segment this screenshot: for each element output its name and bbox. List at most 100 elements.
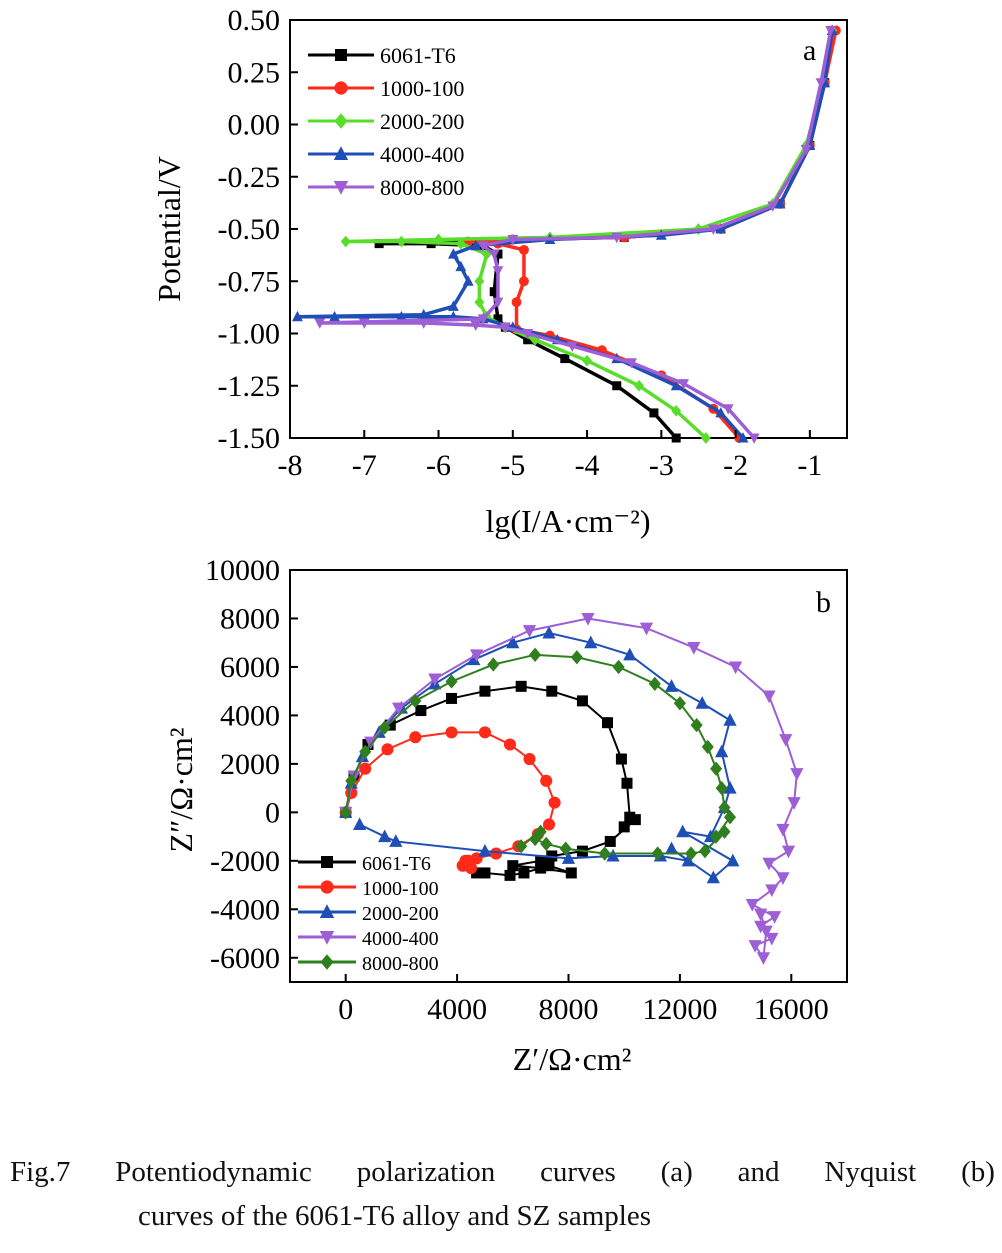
data-point-2000-200 <box>606 848 620 862</box>
data-point-4000-400 <box>774 198 786 209</box>
data-point-6061-T6 <box>493 249 503 259</box>
legend-marker-8000-800 <box>333 181 349 195</box>
data-point-8000-800 <box>684 846 698 861</box>
x-tick-label: -2 <box>723 449 748 482</box>
series-line-6061-T6 <box>344 685 636 877</box>
legend-label: 1000-100 <box>380 76 464 101</box>
y-tick-label: -0.50 <box>218 213 281 246</box>
data-point-4000-400 <box>754 908 768 922</box>
data-point-8000-800 <box>492 297 504 308</box>
y-tick-label: 6000 <box>220 651 280 684</box>
data-point-4000-400 <box>748 940 762 953</box>
panel-a-legend: 6061-T6 1000-100 2000-200 4000-400 8000-800 <box>308 43 464 200</box>
data-point-2000-200 <box>723 713 737 726</box>
data-point-8000-800 <box>499 322 511 334</box>
data-point-4000-400 <box>776 823 790 837</box>
data-point-8000-800 <box>718 824 731 839</box>
data-point-4000-400 <box>447 248 459 259</box>
data-point-1000-100 <box>381 743 394 756</box>
data-point-2000-200 <box>389 834 403 847</box>
data-point-4000-400 <box>670 379 682 391</box>
data-point-2000-200 <box>433 233 444 246</box>
data-point-1000-100 <box>462 854 475 867</box>
data-point-6061-T6 <box>489 287 499 297</box>
x-tick-label: -5 <box>500 449 525 482</box>
data-point-6061-T6 <box>523 335 533 345</box>
figure: -8 -7 -6 -5 -4 -3 -2 -1 0.50 0.25 0.00 -0.25 -0.50 -0… <box>151 4 848 1077</box>
legend-label: 4000-400 <box>362 928 439 950</box>
data-point-6061-T6 <box>615 753 627 765</box>
legend-marker-4000-400 <box>319 931 335 945</box>
x-tick-label: 0 <box>338 993 353 1026</box>
legend-label: 8000-800 <box>380 175 464 200</box>
data-point-1000-100 <box>523 752 536 766</box>
legend-label: 6061-T6 <box>380 43 456 68</box>
x-tick-label: 12000 <box>642 993 717 1026</box>
legend-marker-1000-100 <box>334 81 348 95</box>
y-tick-label: 8000 <box>220 602 280 635</box>
y-tick-label: -0.25 <box>218 161 281 194</box>
data-point-6061-T6 <box>415 705 427 717</box>
data-point-6061-T6 <box>601 717 613 729</box>
data-point-8000-800 <box>534 824 547 839</box>
data-point-4000-400 <box>292 310 303 322</box>
data-point-4000-400 <box>765 884 779 898</box>
data-point-8000-800 <box>487 657 500 672</box>
data-point-8000-800 <box>445 674 458 689</box>
x-tick-label: 8000 <box>539 993 599 1026</box>
data-point-8000-800 <box>800 145 812 156</box>
caption-line-1: Fig.7 Potentiodynamic polarization curves (… <box>10 1150 995 1194</box>
data-point-2000-200 <box>561 851 576 864</box>
data-point-8000-800 <box>522 329 534 340</box>
y-tick-label: -2000 <box>210 845 280 878</box>
panel-b-x-axis-label: Z′/Ω·cm² <box>513 1041 632 1077</box>
data-point-4000-400 <box>762 690 776 704</box>
data-point-4000-400 <box>522 625 537 638</box>
data-point-4000-400 <box>745 898 759 912</box>
figure-caption: Fig.7 Potentiodynamic polarization curves (… <box>10 1150 995 1238</box>
data-point-8000-800 <box>529 647 542 662</box>
data-point-8000-800 <box>559 841 572 856</box>
data-point-4000-400 <box>762 857 776 871</box>
series-line-4000-400 <box>297 30 834 440</box>
data-point-2000-200 <box>530 333 541 346</box>
caption-line-2: curves of the 6061-T6 alloy and SZ sampl… <box>138 1200 652 1232</box>
data-point-6061-T6 <box>621 777 633 789</box>
data-point-8000-800 <box>698 843 712 859</box>
data-point-8000-800 <box>507 234 519 246</box>
data-point-1000-100 <box>540 774 553 787</box>
data-point-2000-200 <box>396 235 407 248</box>
data-point-2000-200 <box>715 744 729 758</box>
data-point-8000-800 <box>723 810 737 825</box>
legend-marker-6061-T6 <box>335 49 347 61</box>
data-point-6061-T6 <box>493 314 503 324</box>
data-point-2000-200 <box>700 432 711 444</box>
panel-a-chart: -8 -7 -6 -5 -4 -3 -2 -1 0.50 0.25 0.00 -0.25 -0.50 -0… <box>151 4 848 539</box>
y-tick-label: -4000 <box>210 893 280 926</box>
data-point-4000-400 <box>729 661 743 675</box>
data-point-8000-800 <box>767 201 779 212</box>
data-point-4000-400 <box>470 239 482 251</box>
data-point-1000-100 <box>478 726 492 739</box>
y-tick-label: -1.50 <box>218 422 281 455</box>
y-tick-label: 2000 <box>220 748 280 781</box>
data-point-4000-400 <box>392 702 406 716</box>
data-point-2000-200 <box>378 829 392 843</box>
data-point-8000-800 <box>359 744 372 759</box>
data-point-8000-800 <box>815 78 827 89</box>
x-tick-label: -1 <box>797 449 822 482</box>
data-point-4000-400 <box>759 925 773 939</box>
data-point-8000-800 <box>626 358 638 369</box>
data-point-1000-100 <box>548 796 561 809</box>
data-point-8000-800 <box>673 696 686 711</box>
data-point-2000-200 <box>478 843 492 857</box>
data-point-8000-800 <box>477 314 489 325</box>
data-point-2000-200 <box>340 235 351 248</box>
legend-marker-2000-200 <box>319 904 335 918</box>
data-point-6061-T6 <box>446 692 458 704</box>
data-point-6061-T6 <box>504 869 516 881</box>
data-point-8000-800 <box>648 676 661 692</box>
data-point-1000-100 <box>359 762 372 775</box>
data-point-8000-800 <box>598 846 611 861</box>
data-point-8000-800 <box>409 693 422 709</box>
